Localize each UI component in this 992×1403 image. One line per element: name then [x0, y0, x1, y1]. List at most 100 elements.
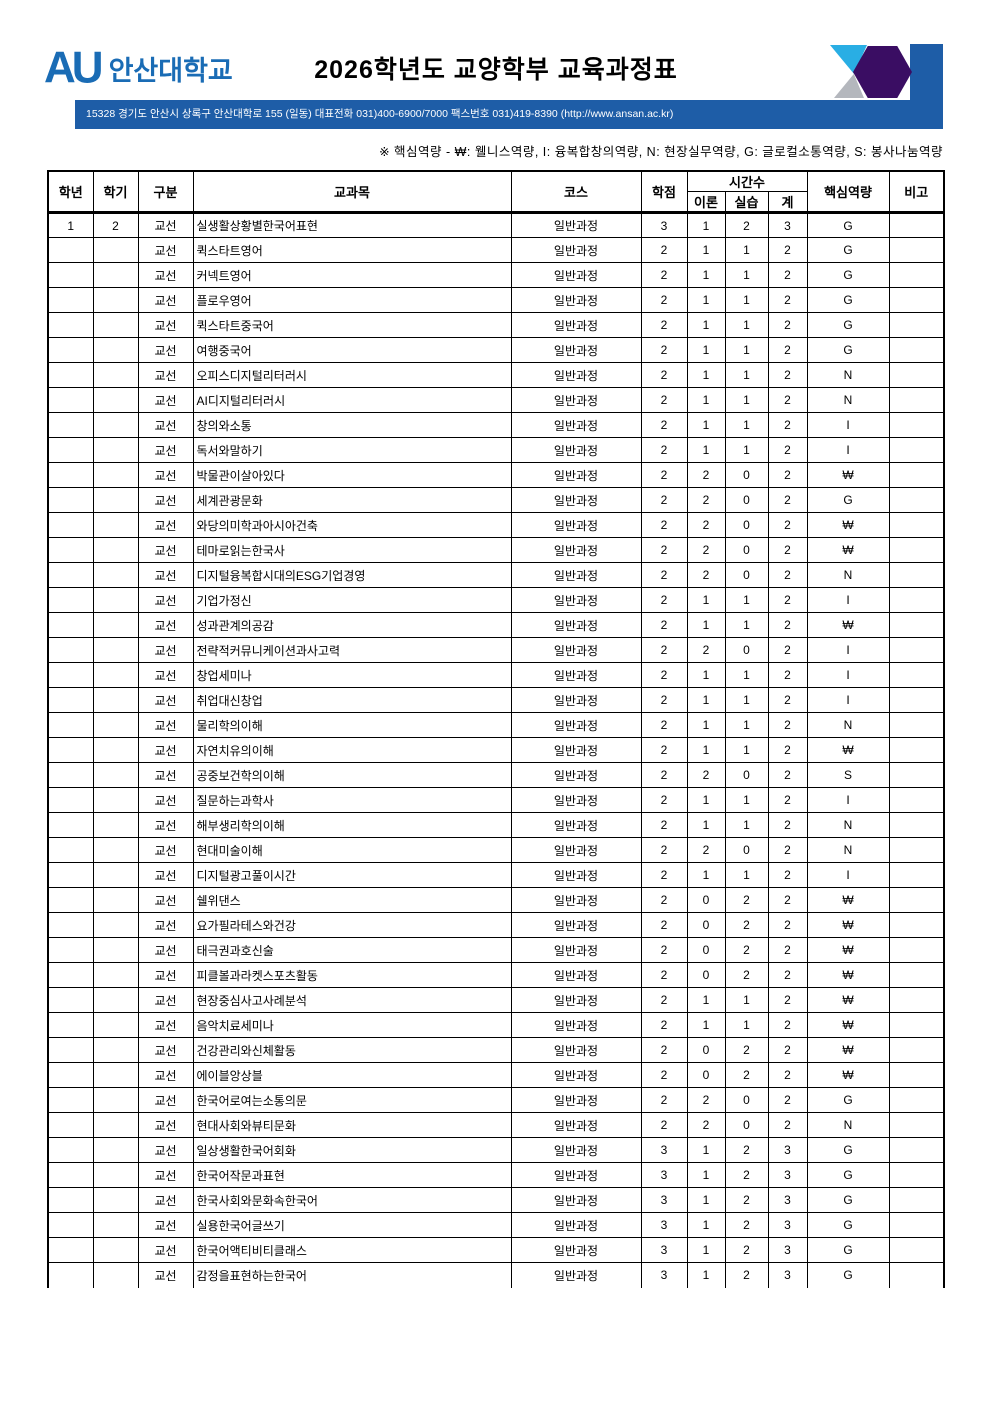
theory-hours-cell: 1 — [686, 1237, 726, 1263]
category-cell: 교선 — [137, 637, 194, 663]
track-cell: 일반과정 — [510, 537, 642, 563]
credits-cell: 2 — [640, 937, 688, 963]
note-cell — [888, 1087, 945, 1113]
practice-hours-cell: 1 — [724, 437, 769, 463]
note-cell — [888, 962, 945, 988]
practice-hours-cell: 1 — [724, 337, 769, 363]
category-cell: 교선 — [137, 912, 194, 938]
total-hours-cell: 2 — [767, 437, 808, 463]
semester-cell — [92, 637, 139, 663]
category-cell: 교선 — [137, 1237, 194, 1263]
practice-hours-cell: 2 — [724, 1262, 769, 1288]
year-cell — [47, 1112, 94, 1138]
category-cell: 교선 — [137, 1187, 194, 1213]
semester-cell — [92, 962, 139, 988]
year-cell — [47, 1037, 94, 1063]
theory-hours-cell: 1 — [686, 337, 726, 363]
course-cell: 와당의미학과아시아건축 — [192, 512, 512, 538]
year-cell — [47, 362, 94, 388]
total-hours-cell: 2 — [767, 587, 808, 613]
track-cell: 일반과정 — [510, 737, 642, 763]
col-header-course: 교과목 — [192, 170, 512, 214]
note-cell — [888, 712, 945, 738]
table-row: 교선 한국어작문과표현 일반과정 3 1 2 3 G — [47, 1162, 945, 1188]
category-cell: 교선 — [137, 212, 194, 238]
year-cell: 1 — [47, 212, 94, 238]
total-hours-cell: 2 — [767, 637, 808, 663]
col-header-practice: 실습 — [724, 191, 769, 214]
theory-hours-cell: 2 — [686, 1087, 726, 1113]
col-header-total: 계 — [767, 191, 808, 214]
course-cell: 퀵스타트중국어 — [192, 312, 512, 338]
semester-cell — [92, 1087, 139, 1113]
category-cell: 교선 — [137, 662, 194, 688]
table-row: 교선 전략적커뮤니케이션과사고력 일반과정 2 2 0 2 I — [47, 637, 945, 663]
table-row: 교선 음악치료세미나 일반과정 2 1 1 2 ₩ — [47, 1012, 945, 1038]
credits-cell: 2 — [640, 1037, 688, 1063]
note-cell — [888, 1162, 945, 1188]
credits-cell: 2 — [640, 887, 688, 913]
credits-cell: 2 — [640, 1112, 688, 1138]
track-cell: 일반과정 — [510, 937, 642, 963]
competency-legend: ※ 핵심역량 - ₩: 웰니스역량, I: 융복합창의역량, N: 현장실무역량… — [379, 145, 943, 159]
curriculum-table-body: 1 2 교선 실생활상황별한국어표현 일반과정 3 1 2 3 G 교선 퀵스타트영어 일반과정 2 1 1 2… — [47, 212, 945, 1288]
total-hours-cell: 3 — [767, 212, 808, 238]
credits-cell: 2 — [640, 387, 688, 413]
track-cell: 일반과정 — [510, 512, 642, 538]
note-cell — [888, 312, 945, 338]
col-header-semester: 학기 — [92, 170, 139, 214]
track-cell: 일반과정 — [510, 1137, 642, 1163]
course-cell: 한국어작문과표현 — [192, 1162, 512, 1188]
category-cell: 교선 — [137, 687, 194, 713]
practice-hours-cell: 1 — [724, 862, 769, 888]
year-cell — [47, 1137, 94, 1163]
table-row: 교선 한국어액티비티클래스 일반과정 3 1 2 3 G — [47, 1237, 945, 1263]
competency-cell: I — [806, 437, 890, 463]
year-cell — [47, 937, 94, 963]
table-row: 교선 현장중심사고사례분석 일반과정 2 1 1 2 ₩ — [47, 987, 945, 1013]
course-cell: 오피스디지털리터러시 — [192, 362, 512, 388]
theory-hours-cell: 2 — [686, 837, 726, 863]
semester-cell — [92, 737, 139, 763]
competency-cell: ₩ — [806, 912, 890, 938]
category-cell: 교선 — [137, 512, 194, 538]
total-hours-cell: 3 — [767, 1262, 808, 1288]
course-cell: 박물관이살아있다 — [192, 462, 512, 488]
course-cell: 요가필라테스와건강 — [192, 912, 512, 938]
category-cell: 교선 — [137, 987, 194, 1013]
category-cell: 교선 — [137, 437, 194, 463]
total-hours-cell: 2 — [767, 1112, 808, 1138]
track-cell: 일반과정 — [510, 1012, 642, 1038]
table-row: 교선 실용한국어글쓰기 일반과정 3 1 2 3 G — [47, 1212, 945, 1238]
semester-cell — [92, 1062, 139, 1088]
theory-hours-cell: 2 — [686, 462, 726, 488]
competency-cell: I — [806, 587, 890, 613]
year-cell — [47, 637, 94, 663]
semester-cell — [92, 1212, 139, 1238]
practice-hours-cell: 1 — [724, 737, 769, 763]
table-row: 교선 AI디지털리터러시 일반과정 2 1 1 2 N — [47, 387, 945, 413]
year-cell — [47, 687, 94, 713]
year-cell — [47, 1187, 94, 1213]
competency-cell: ₩ — [806, 937, 890, 963]
note-cell — [888, 262, 945, 288]
course-cell: 창의와소통 — [192, 412, 512, 438]
curriculum-table: 학년 학기 구분 교과목 코스 학점 시간수 핵심역량 비고 이론 실습 계 1… — [47, 170, 945, 1288]
semester-cell — [92, 562, 139, 588]
table-row: 교선 일상생활한국어회화 일반과정 3 1 2 3 G — [47, 1137, 945, 1163]
course-cell: 물리학의이해 — [192, 712, 512, 738]
theory-hours-cell: 2 — [686, 537, 726, 563]
track-cell: 일반과정 — [510, 1087, 642, 1113]
year-cell — [47, 987, 94, 1013]
total-hours-cell: 2 — [767, 837, 808, 863]
competency-cell: I — [806, 637, 890, 663]
competency-cell: G — [806, 287, 890, 313]
track-cell: 일반과정 — [510, 612, 642, 638]
year-cell — [47, 1087, 94, 1113]
col-header-hours: 시간수 — [686, 170, 808, 192]
credits-cell: 2 — [640, 512, 688, 538]
practice-hours-cell: 1 — [724, 787, 769, 813]
table-row: 교선 에이블앙상블 일반과정 2 0 2 2 ₩ — [47, 1062, 945, 1088]
year-cell — [47, 537, 94, 563]
